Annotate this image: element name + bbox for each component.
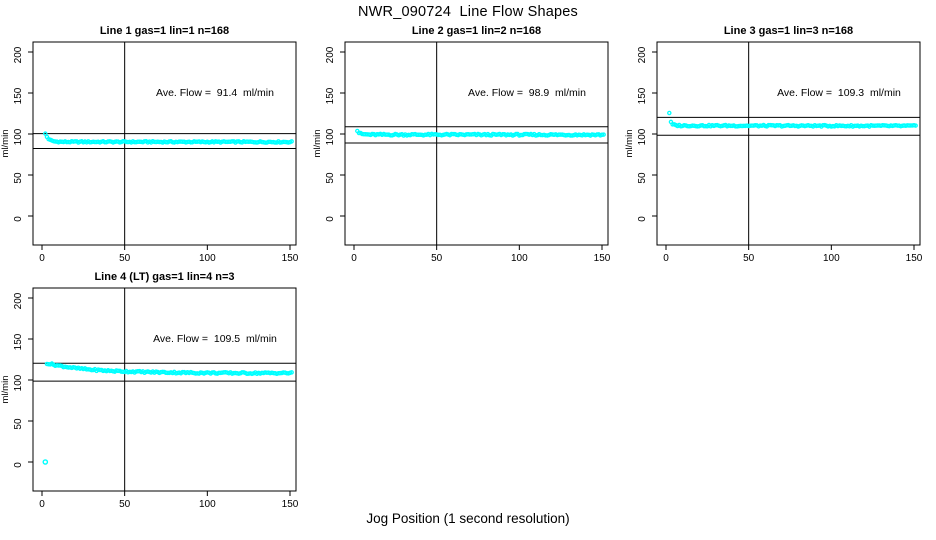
y-tick-label: 0 <box>637 216 648 222</box>
plot-panel-2: Line 2 gas=1 lin=2 n=168 0 50 100 150 0 50 100 1… <box>312 25 611 264</box>
x-tick-label: 50 <box>119 499 131 510</box>
y-tick-label: 100 <box>13 128 24 145</box>
x-tick-label: 50 <box>119 253 131 264</box>
panel-title: Line 1 gas=1 lin=1 n=168 <box>100 25 229 37</box>
data-point <box>913 123 918 128</box>
x-tick-label: 100 <box>823 253 840 264</box>
y-tick-label: 150 <box>13 333 24 350</box>
x-tick-label: 50 <box>743 253 755 264</box>
x-tick-label: 0 <box>663 253 669 264</box>
outlier-data-point <box>42 459 49 465</box>
panel-frame <box>656 41 921 246</box>
y-tick-label: 0 <box>325 216 336 222</box>
x-axis-label: Jog Position (1 second resolution) <box>366 511 570 526</box>
y-tick-label: 50 <box>637 172 648 184</box>
data-point <box>289 370 294 375</box>
x-tick-label: 100 <box>199 499 216 510</box>
ave-flow-annotation: Ave. Flow = 109.5 ml/min <box>153 333 277 345</box>
panel-frame <box>32 287 297 492</box>
y-tick-label: 150 <box>637 87 648 104</box>
panel-title: Line 3 gas=1 lin=3 n=168 <box>724 25 853 37</box>
plot-panel-3: Line 3 gas=1 lin=3 n=168 0 50 100 150 0 50 100 1… <box>624 25 923 264</box>
x-tick-label: 100 <box>199 253 216 264</box>
x-tick-label: 150 <box>594 253 611 264</box>
y-tick-label: 0 <box>13 462 24 468</box>
panel-frame <box>32 41 297 246</box>
y-tick-label: 0 <box>13 216 24 222</box>
x-tick-label: 150 <box>906 253 923 264</box>
panel-title: Line 2 gas=1 lin=2 n=168 <box>412 25 541 37</box>
y-tick-label: 150 <box>13 87 24 104</box>
x-tick-label: 100 <box>511 253 528 264</box>
y-tick-label: 150 <box>325 87 336 104</box>
x-tick-label: 150 <box>282 253 299 264</box>
x-tick-label: 0 <box>351 253 357 264</box>
y-tick-label: 200 <box>13 46 24 63</box>
data-point <box>667 110 672 116</box>
y-axis-title: ml/min <box>0 130 11 158</box>
ave-flow-annotation: Ave. Flow = 109.3 ml/min <box>777 87 901 99</box>
data-point <box>43 131 48 136</box>
x-tick-label: 50 <box>431 253 443 264</box>
x-tick-label: 0 <box>39 499 45 510</box>
x-tick-label: 0 <box>39 253 45 264</box>
y-axis-title: ml/min <box>0 376 11 404</box>
y-tick-label: 100 <box>637 128 648 145</box>
ave-flow-annotation: Ave. Flow = 98.9 ml/min <box>468 87 586 99</box>
plot-panel-4: Line 4 (LT) gas=1 lin=4 n=3 0 50 100 150 0 50 1… <box>0 271 299 510</box>
data-point <box>289 139 294 144</box>
data-point <box>601 132 606 137</box>
y-tick-label: 200 <box>13 292 24 309</box>
y-tick-label: 50 <box>13 172 24 184</box>
plot-panel-1: Line 1 gas=1 lin=1 n=168 0 50 100 150 0 50 100 1… <box>0 25 299 264</box>
y-axis-title: ml/min <box>624 130 635 158</box>
y-tick-label: 50 <box>13 418 24 430</box>
y-tick-label: 100 <box>13 374 24 391</box>
main-title: NWR_090724 Line Flow Shapes <box>358 4 578 20</box>
y-tick-label: 50 <box>325 172 336 184</box>
ave-flow-annotation: Ave. Flow = 91.4 ml/min <box>156 87 274 99</box>
x-tick-label: 150 <box>282 499 299 510</box>
y-axis-title: ml/min <box>312 130 323 158</box>
panel-title: Line 4 (LT) gas=1 lin=4 n=3 <box>94 271 234 283</box>
y-tick-label: 200 <box>325 46 336 63</box>
y-tick-label: 200 <box>637 46 648 63</box>
data-point <box>513 131 519 137</box>
y-tick-label: 100 <box>325 128 336 145</box>
